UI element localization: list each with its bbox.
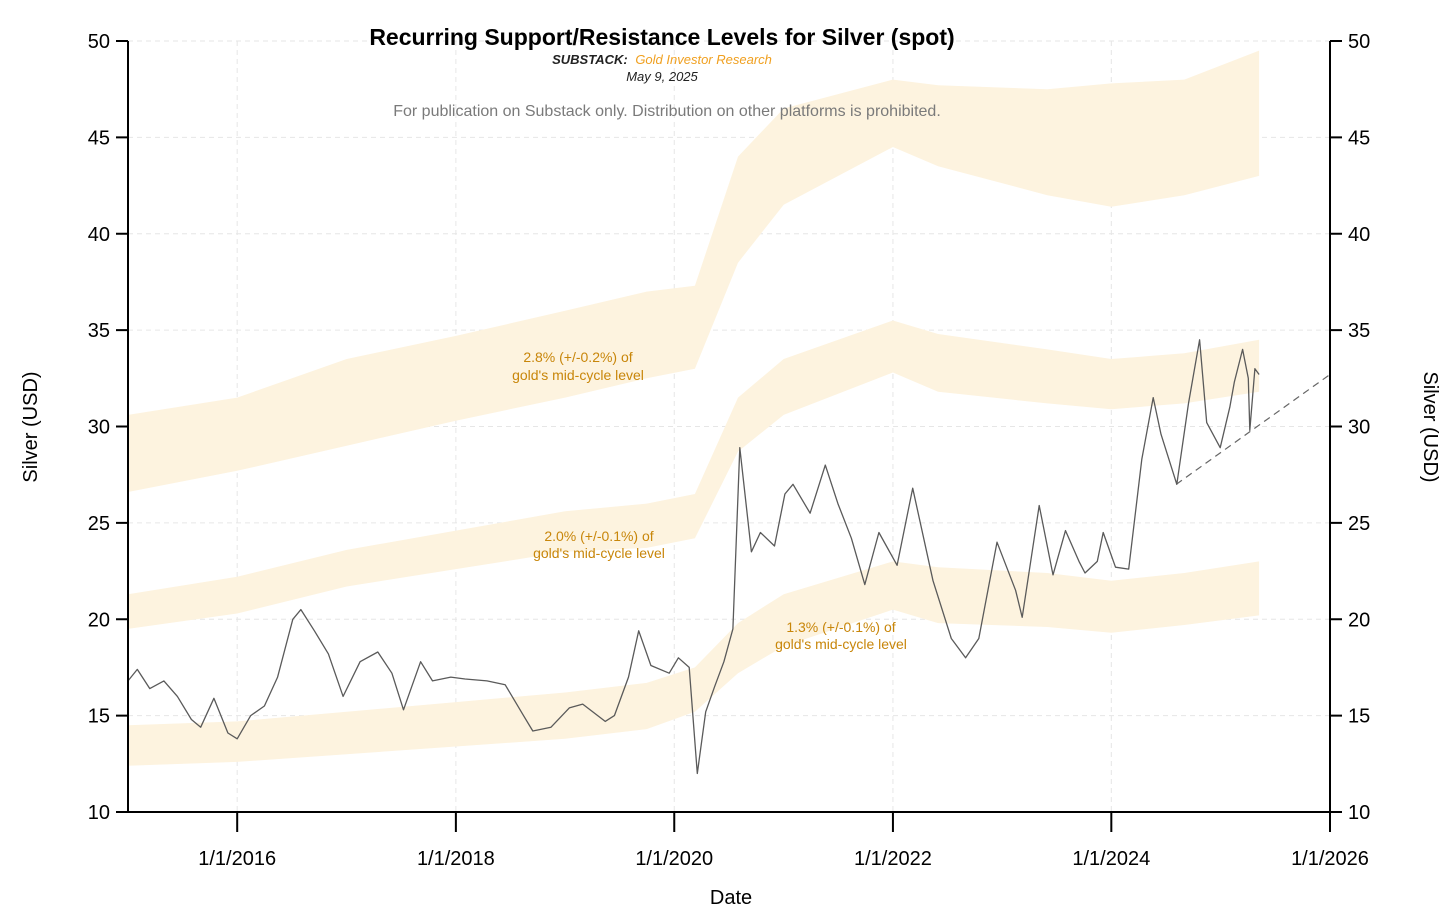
- band-label-3-line1: 2.8% (+/-0.2%) of: [523, 349, 632, 365]
- y-tick-label-right: 10: [1348, 802, 1370, 824]
- y-tick-label-left: 10: [88, 802, 110, 824]
- label-layer: Date Silver (USD) Silver (USD): [20, 371, 1441, 909]
- y-axis-label-left: Silver (USD): [20, 371, 42, 482]
- chart-header: Recurring Support/Resistance Levels for …: [369, 24, 954, 120]
- publication-date: May 9, 2025: [626, 69, 698, 84]
- band-label-layer: 1.3% (+/-0.1%) of gold's mid-cycle level…: [512, 349, 907, 652]
- y-tick-label-right: 45: [1348, 127, 1370, 149]
- x-tick-label: 1/1/2018: [417, 848, 495, 870]
- band-label-2-line2: gold's mid-cycle level: [533, 545, 665, 561]
- substack-line: SUBSTACK: Gold Investor Research: [552, 52, 772, 67]
- band-layer: [128, 50, 1260, 766]
- support-resistance-band-1: [128, 561, 1260, 766]
- x-axis-label: Date: [710, 887, 752, 909]
- band-label-1-line2: gold's mid-cycle level: [775, 636, 907, 652]
- y-tick-label-left: 30: [88, 417, 110, 439]
- y-tick-label-right: 30: [1348, 417, 1370, 439]
- y-tick-label-right: 40: [1348, 224, 1370, 246]
- y-tick-label-left: 50: [88, 31, 110, 53]
- y-tick-label-left: 40: [88, 224, 110, 246]
- trend-layer: [1175, 373, 1331, 485]
- y-axis-label-right: Silver (USD): [1419, 371, 1441, 482]
- y-tick-label-left: 15: [88, 706, 110, 728]
- distribution-notice: For publication on Substack only. Distri…: [393, 103, 941, 120]
- substack-name: Gold Investor Research: [635, 52, 772, 67]
- y-tick-label-left: 35: [88, 320, 110, 342]
- y-tick-label-right: 15: [1348, 706, 1370, 728]
- y-tick-label-right: 35: [1348, 320, 1370, 342]
- x-tick-label: 1/1/2016: [198, 848, 276, 870]
- price-layer: [127, 339, 1260, 775]
- band-label-1-line1: 1.3% (+/-0.1%) of: [786, 619, 895, 635]
- x-tick-label: 1/1/2020: [635, 848, 713, 870]
- band-label-3-line2: gold's mid-cycle level: [512, 367, 644, 383]
- y-tick-label-right: 50: [1348, 31, 1370, 53]
- x-tick-label: 1/1/2026: [1291, 848, 1369, 870]
- substack-label: SUBSTACK:: [552, 52, 628, 67]
- tick-layer: 10 10 15 15 20 20 25 25 30 30 35 35 40 40 45 45 50 50 1/1/…: [88, 31, 1371, 870]
- x-tick-label: 1/1/2022: [854, 848, 932, 870]
- support-resistance-band-3: [128, 50, 1260, 492]
- silver-price-line: [127, 339, 1260, 775]
- y-tick-label-left: 25: [88, 513, 110, 535]
- y-tick-label-left: 20: [88, 609, 110, 631]
- support-resistance-band-2: [128, 320, 1260, 629]
- y-tick-label-right: 20: [1348, 609, 1370, 631]
- chart-title: Recurring Support/Resistance Levels for …: [369, 24, 954, 50]
- band-label-2-line1: 2.0% (+/-0.1%) of: [544, 528, 653, 544]
- y-tick-label-right: 25: [1348, 513, 1370, 535]
- y-tick-label-left: 45: [88, 127, 110, 149]
- rising-trendline: [1175, 373, 1331, 485]
- x-tick-label: 1/1/2024: [1072, 848, 1150, 870]
